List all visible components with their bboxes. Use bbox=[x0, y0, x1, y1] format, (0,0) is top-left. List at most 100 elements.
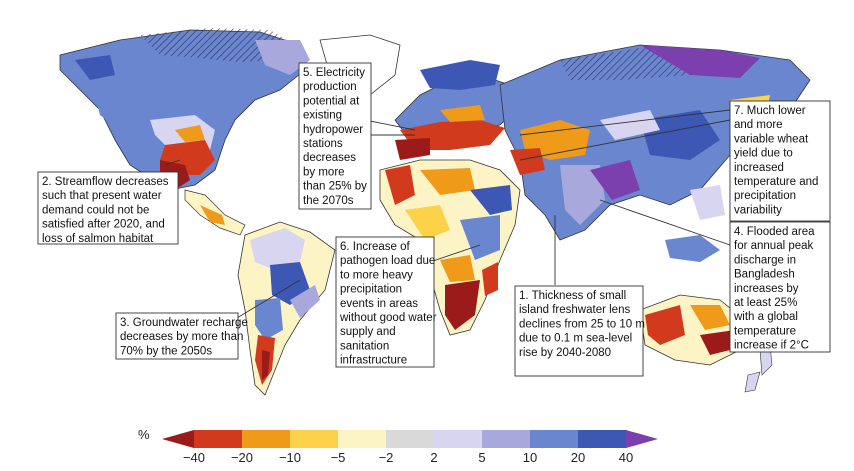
callout-line: 3. Groundwater recharge bbox=[120, 317, 248, 329]
callout-line: variable wheat bbox=[734, 133, 809, 145]
legend-bin bbox=[434, 430, 483, 448]
callout-group: 5. Electricity production potential at exis… bbox=[37, 62, 831, 377]
callout-line: 7. Much lower bbox=[734, 105, 806, 117]
legend-bin bbox=[194, 430, 243, 448]
callout-line: yield due to bbox=[734, 148, 793, 160]
callout-text: 6. Increase of pathogen load due to more h… bbox=[339, 241, 437, 367]
south-america-region bbox=[237, 221, 336, 396]
callout-box bbox=[729, 100, 831, 222]
callout-box bbox=[729, 221, 831, 353]
callout-line: production bbox=[303, 81, 357, 93]
callout-line: 1. Thickness of small bbox=[519, 290, 626, 302]
callout-line: loss of salmon habitat bbox=[42, 233, 154, 245]
callout-text: 4. Flooded area for annual peak discharge … bbox=[733, 226, 815, 352]
europe-region bbox=[394, 60, 521, 160]
callout-text: 1. Thickness of small island freshwater l… bbox=[519, 290, 645, 359]
callout-line: without good water bbox=[339, 312, 437, 324]
callout-line: to more heavy bbox=[340, 269, 413, 281]
callout-c7: 7. Much lower and more variable wheat yield… bbox=[729, 100, 831, 222]
legend-bin bbox=[162, 430, 194, 448]
callout-line: by more bbox=[303, 166, 345, 178]
north-america-region bbox=[59, 28, 310, 191]
legend-bin bbox=[578, 430, 627, 448]
legend-bin bbox=[242, 430, 291, 448]
callout-box bbox=[514, 285, 644, 377]
callout-text: 5. Electricity production potential at exis… bbox=[303, 67, 367, 207]
callout-c4: 4. Flooded area for annual peak discharge … bbox=[729, 221, 831, 353]
callout-line: demand could not be bbox=[42, 204, 149, 216]
callout-line: satisfied after 2020, and bbox=[42, 219, 165, 231]
callout-line: at least 25% bbox=[734, 297, 797, 309]
callout-box bbox=[298, 62, 372, 210]
central-america-region bbox=[184, 189, 246, 236]
callout-c1: 1. Thickness of small island freshwater l… bbox=[514, 285, 645, 377]
callout-text: 2. Streamflow decreases such that present… bbox=[42, 176, 169, 245]
callout-line: increased bbox=[734, 162, 784, 174]
callout-line: due to 0.1 m sea-level bbox=[519, 333, 632, 345]
callout-line: increases by bbox=[734, 283, 799, 295]
asia-region bbox=[499, 44, 811, 262]
callout-leaders bbox=[164, 109, 731, 319]
legend-tick-label: 40 bbox=[618, 450, 634, 465]
callout-line: existing bbox=[303, 110, 342, 122]
legend-bin bbox=[530, 430, 579, 448]
callout-line: island freshwater lens bbox=[519, 304, 630, 316]
callout-line: stations bbox=[303, 138, 343, 150]
callout-line: pathogen load due bbox=[340, 255, 435, 267]
legend-unit-label: % bbox=[138, 427, 150, 442]
callout-line: decreases by more than bbox=[120, 331, 243, 343]
callout-line: discharge in bbox=[734, 254, 796, 266]
legend-tick-label: 5 bbox=[478, 450, 486, 465]
callout-line: hydropower bbox=[303, 124, 363, 136]
callout-line: 5. Electricity bbox=[303, 67, 365, 79]
callout-line: 70% by the 2050s bbox=[120, 345, 212, 357]
legend-bin bbox=[626, 430, 658, 448]
world-map: 5. Electricity production potential at exis… bbox=[37, 28, 831, 396]
callout-line: for annual peak bbox=[734, 240, 814, 252]
africa-region bbox=[379, 159, 521, 336]
legend-tick-label: −10 bbox=[278, 450, 302, 465]
callout-c2: 2. Streamflow decreases such that present… bbox=[37, 171, 179, 245]
callout-box bbox=[335, 236, 435, 368]
callout-line: infrastructure bbox=[340, 355, 407, 367]
legend-bin bbox=[482, 430, 531, 448]
callout-line: the 2070s bbox=[303, 195, 354, 207]
callout-box bbox=[37, 171, 179, 245]
color-legend bbox=[162, 430, 658, 448]
legend-bin bbox=[386, 430, 435, 448]
legend-tick-label: 10 bbox=[522, 450, 538, 465]
callout-line: supply and bbox=[340, 326, 396, 338]
legend-bin bbox=[290, 430, 339, 448]
callout-line: decreases bbox=[303, 152, 356, 164]
callout-text: 7. Much lower and more variable wheat yield… bbox=[734, 105, 818, 216]
callout-line: potential at bbox=[303, 95, 360, 107]
legend-tick-label: −5 bbox=[330, 450, 346, 465]
callout-line: and more bbox=[734, 119, 783, 131]
legend-tick-label: −2 bbox=[378, 450, 394, 465]
callout-line: 4. Flooded area bbox=[734, 226, 815, 238]
legend-bin bbox=[338, 430, 387, 448]
callout-line: 2. Streamflow decreases bbox=[42, 176, 169, 188]
callout-line: declines from 25 to 10 m bbox=[519, 318, 645, 330]
callout-line: 6. Increase of bbox=[340, 241, 410, 253]
callout-box bbox=[115, 312, 239, 360]
legend-tick-label: −20 bbox=[230, 450, 254, 465]
callout-line: increase if 2°C bbox=[734, 340, 809, 352]
callout-line: Bangladesh bbox=[734, 269, 795, 281]
legend-tick-label: 2 bbox=[430, 450, 438, 465]
callout-c5: 5. Electricity production potential at exis… bbox=[298, 62, 372, 210]
callout-line: temperature bbox=[734, 325, 796, 337]
callout-line: with a global bbox=[733, 311, 798, 323]
legend-tick-label: 20 bbox=[570, 450, 586, 465]
callout-line: than 25% by bbox=[303, 181, 367, 193]
callout-line: events in areas bbox=[340, 298, 418, 310]
callout-c6: 6. Increase of pathogen load due to more h… bbox=[335, 236, 437, 368]
callout-line: precipitation bbox=[734, 190, 796, 202]
callout-c3: 3. Groundwater recharge decreases by more… bbox=[115, 312, 248, 360]
callout-line: rise by 2040-2080 bbox=[519, 347, 611, 359]
australia-region bbox=[639, 294, 746, 366]
callout-text: 3. Groundwater recharge decreases by more… bbox=[120, 317, 248, 357]
callout-line: precipitation bbox=[340, 284, 402, 296]
legend-tick-label: −40 bbox=[182, 450, 206, 465]
